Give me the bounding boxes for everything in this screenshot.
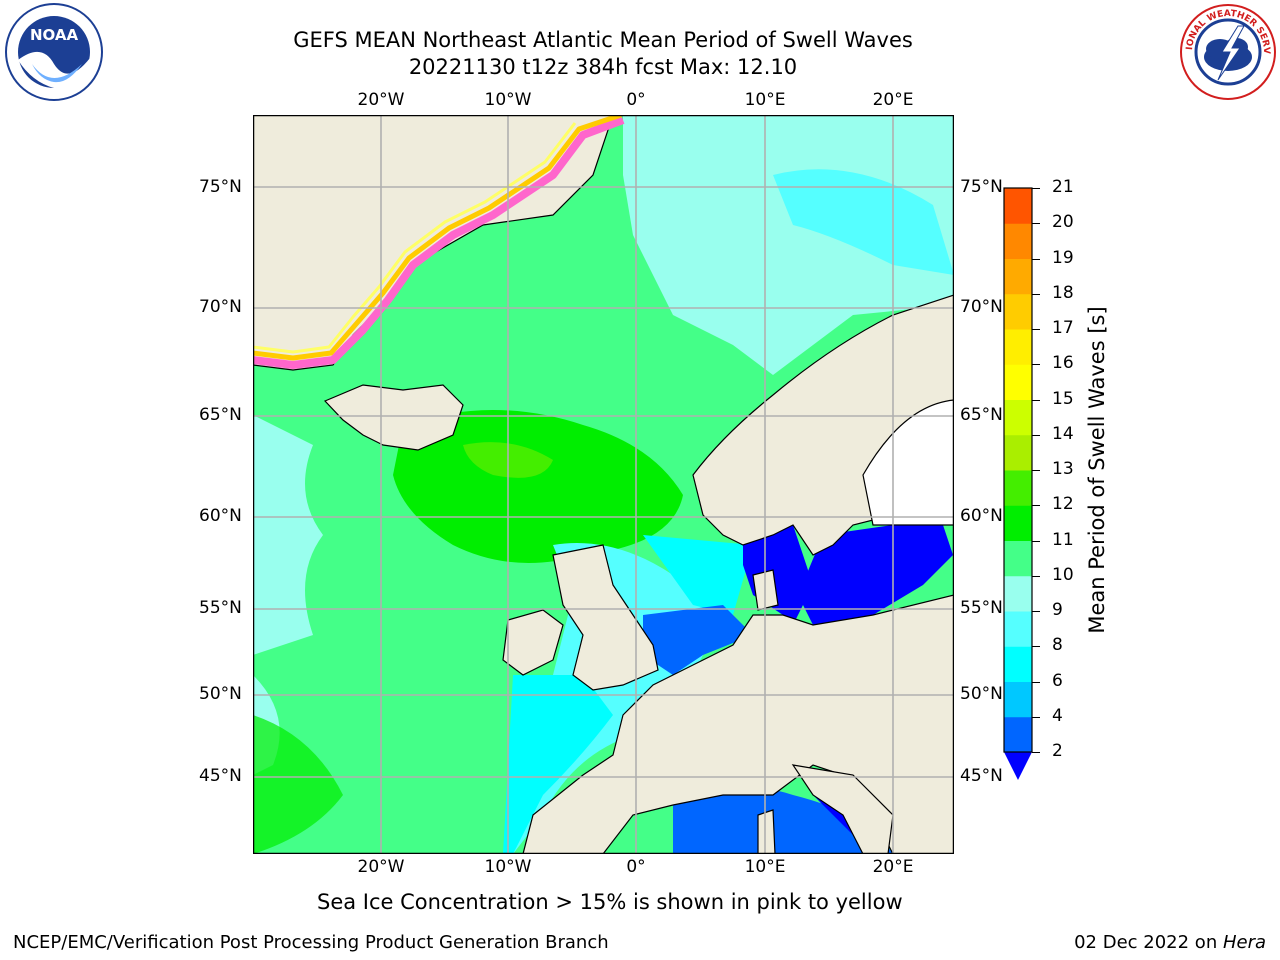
colorbar-label: Mean Period of Swell Waves [s] [1085, 306, 1109, 634]
lat-label-right: 55°N [960, 598, 1003, 618]
lon-label-top: 20°W [357, 90, 405, 110]
footer-date: 02 Dec 2022 on Hera [1074, 932, 1266, 953]
colorbar-tick [1032, 681, 1040, 683]
graticule [253, 115, 954, 854]
lon-label-bottom: 10°W [484, 857, 532, 877]
lat-label-left: 75°N [199, 177, 242, 197]
lat-label-left: 55°N [199, 598, 242, 618]
colorbar-segment [1004, 293, 1032, 330]
colorbar-segment [1004, 505, 1032, 541]
lat-label-right: 60°N [960, 506, 1003, 526]
colorbar-segments [1004, 188, 1032, 753]
colorbar-tick [1032, 223, 1040, 225]
map-panel [253, 115, 954, 854]
sea-ice-caption: Sea Ice Concentration > 15% is shown in … [317, 890, 903, 914]
footer-credit: NCEP/EMC/Verification Post Processing Pr… [13, 932, 609, 953]
colorbar-segment [1004, 258, 1032, 295]
colorbar-tick [1032, 188, 1040, 189]
colorbar-tick [1032, 329, 1040, 330]
land-masses [253, 115, 954, 854]
colorbar-tick-label: 21 [1052, 177, 1074, 197]
lon-label-top: 0° [626, 90, 646, 110]
swell-period-contours [253, 115, 954, 854]
colorbar-tick [1032, 399, 1040, 401]
colorbar-tick-label: 14 [1052, 423, 1074, 444]
colorbar-tick-label: 15 [1052, 388, 1074, 409]
colorbar-tick [1032, 716, 1040, 718]
colorbar-tick-label: 2 [1052, 741, 1063, 761]
lat-label-left: 60°N [199, 506, 242, 526]
colorbar-tick-label: 17 [1052, 318, 1074, 338]
lat-label-left: 50°N [199, 684, 242, 704]
lat-label-right: 50°N [960, 684, 1003, 704]
lon-label-bottom: 20°E [872, 857, 914, 877]
map-frame [253, 115, 954, 854]
colorbar-tick [1032, 505, 1040, 507]
colorbar-tick-label: 8 [1052, 635, 1063, 656]
map-subtitle: 20221130 t12z 384h fcst Max: 12.10 [408, 55, 798, 79]
colorbar-tick-label: 10 [1052, 564, 1074, 585]
colorbar-segment [1004, 646, 1032, 682]
colorbar-tick-label: 13 [1052, 459, 1074, 479]
colorbar-tick-label: 11 [1052, 529, 1074, 550]
colorbar-under-triangle [1004, 752, 1032, 780]
lat-label-right: 70°N [960, 297, 1003, 317]
colorbar-segment [1004, 681, 1032, 718]
noaa-logo-text: NOAA [30, 26, 79, 44]
lat-label-right: 45°N [960, 766, 1003, 786]
colorbar-tick [1032, 540, 1040, 542]
colorbar-segment [1004, 540, 1032, 577]
colorbar-segment [1004, 399, 1032, 436]
lat-label-right: 65°N [960, 405, 1003, 425]
lat-label-right: 75°N [960, 177, 1003, 197]
colorbar-tick [1032, 434, 1040, 436]
nws-logo: NATIONAL WEATHER SERVICE [1178, 2, 1276, 100]
colorbar-tick [1032, 646, 1040, 648]
colorbar-segment [1004, 575, 1032, 612]
colorbar-segment [1004, 188, 1032, 224]
footer-host: Hera [1222, 932, 1266, 953]
lon-label-top: 10°E [744, 90, 786, 110]
lon-label-bottom: 0° [626, 857, 646, 877]
lon-label-bottom: 20°W [357, 857, 405, 877]
colorbar-tick [1032, 364, 1040, 366]
colorbar-tick [1032, 611, 1040, 612]
colorbar-ticks: 2 4 6 8 9 10 11 12 13 14 15 16 17 18 19 20 21 [1032, 0, 1082, 960]
colorbar-segment [1004, 470, 1032, 506]
colorbar-tick [1032, 752, 1040, 753]
noaa-logo: NOAA [5, 3, 103, 101]
lat-label-left: 70°N [199, 297, 242, 317]
lat-label-left: 45°N [199, 766, 242, 786]
sea-ice-edge [253, 115, 625, 369]
colorbar-segment [1004, 716, 1032, 753]
colorbar [1003, 187, 1033, 780]
colorbar-tick-label: 4 [1052, 705, 1063, 726]
colorbar-tick-label: 18 [1052, 282, 1074, 303]
colorbar-segment [1004, 364, 1032, 400]
lon-label-bottom: 10°E [744, 857, 786, 877]
colorbar-tick-label: 19 [1052, 247, 1074, 268]
colorbar-segment [1004, 434, 1032, 471]
colorbar-tick-label: 16 [1052, 353, 1074, 374]
colorbar-tick [1032, 293, 1040, 295]
colorbar-tick-label: 12 [1052, 494, 1074, 515]
map-title: GEFS MEAN Northeast Atlantic Mean Period… [293, 28, 913, 52]
colorbar-segment [1004, 611, 1032, 647]
colorbar-tick [1032, 575, 1040, 577]
colorbar-tick-label: 20 [1052, 212, 1074, 233]
colorbar-tick-label: 9 [1052, 600, 1063, 620]
colorbar-segment [1004, 329, 1032, 365]
footer-date-text: 02 Dec 2022 on [1074, 932, 1223, 953]
lat-label-left: 65°N [199, 405, 242, 425]
colorbar-segment [1004, 223, 1032, 259]
colorbar-tick [1032, 470, 1040, 471]
colorbar-tick-label: 6 [1052, 670, 1063, 691]
lon-label-top: 10°W [484, 90, 532, 110]
lon-label-top: 20°E [872, 90, 914, 110]
colorbar-tick [1032, 258, 1040, 260]
